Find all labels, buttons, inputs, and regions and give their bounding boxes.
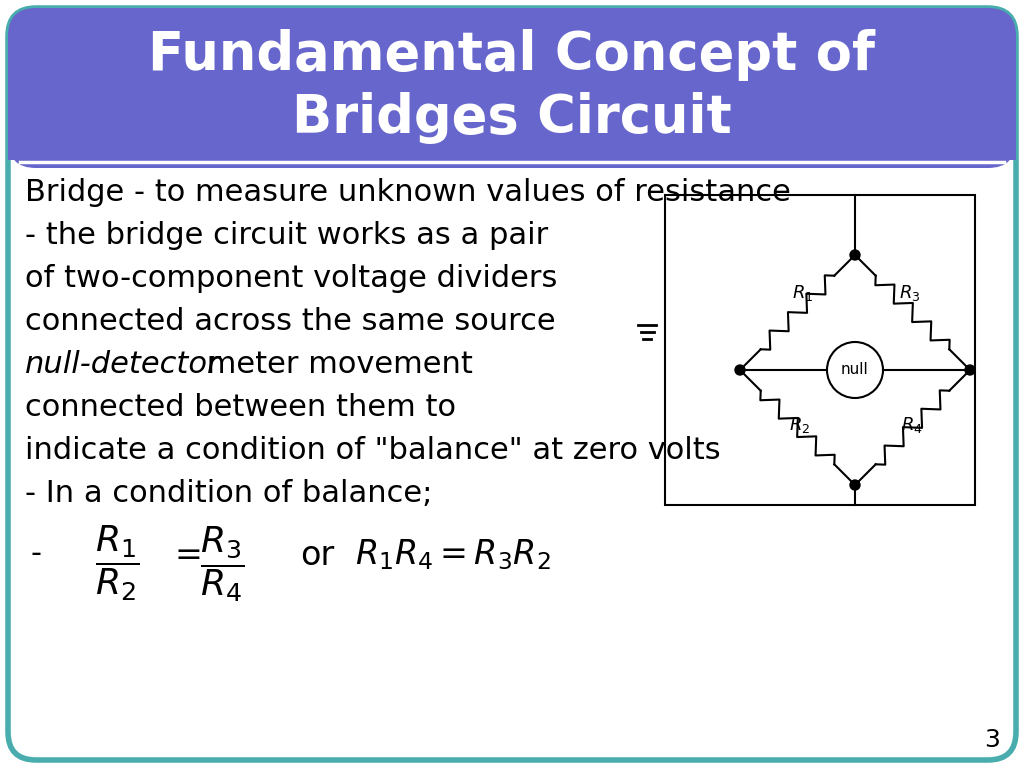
Circle shape xyxy=(850,480,860,490)
Text: Fundamental Concept of: Fundamental Concept of xyxy=(148,29,876,81)
Text: or: or xyxy=(300,539,334,572)
Text: indicate a condition of "balance" at zero volts: indicate a condition of "balance" at zer… xyxy=(25,436,721,465)
Circle shape xyxy=(735,365,745,375)
Text: $R_1$: $R_1$ xyxy=(793,283,814,303)
Bar xyxy=(665,195,975,505)
FancyBboxPatch shape xyxy=(8,8,1016,168)
Text: -: - xyxy=(30,539,41,568)
Text: $R_2$: $R_2$ xyxy=(790,415,811,435)
Text: Bridge - to measure unknown values of resistance: Bridge - to measure unknown values of re… xyxy=(25,178,791,207)
Text: meter movement: meter movement xyxy=(197,350,473,379)
Text: $R_4$: $R_4$ xyxy=(901,415,923,435)
Text: $R_1 R_4 = R_3 R_2$: $R_1 R_4 = R_3 R_2$ xyxy=(355,537,551,571)
Text: - the bridge circuit works as a pair: - the bridge circuit works as a pair xyxy=(25,221,548,250)
Text: Bridges Circuit: Bridges Circuit xyxy=(292,92,732,144)
Bar xyxy=(8,132,1016,160)
FancyBboxPatch shape xyxy=(8,8,1016,760)
Text: $\dfrac{R_3}{R_4}$: $\dfrac{R_3}{R_4}$ xyxy=(200,524,244,604)
Text: connected between them to: connected between them to xyxy=(25,393,456,422)
Text: null-detector: null-detector xyxy=(25,350,220,379)
Text: connected across the same source: connected across the same source xyxy=(25,307,556,336)
Text: of two-component voltage dividers: of two-component voltage dividers xyxy=(25,264,557,293)
Circle shape xyxy=(965,365,975,375)
Text: 3: 3 xyxy=(984,728,1000,752)
Text: $\dfrac{R_1}{R_2}$: $\dfrac{R_1}{R_2}$ xyxy=(95,524,139,604)
Text: =: = xyxy=(175,539,203,572)
Text: null: null xyxy=(841,362,869,378)
Text: $R_3$: $R_3$ xyxy=(899,283,921,303)
Circle shape xyxy=(850,250,860,260)
Circle shape xyxy=(827,342,883,398)
Text: - In a condition of balance;: - In a condition of balance; xyxy=(25,479,432,508)
